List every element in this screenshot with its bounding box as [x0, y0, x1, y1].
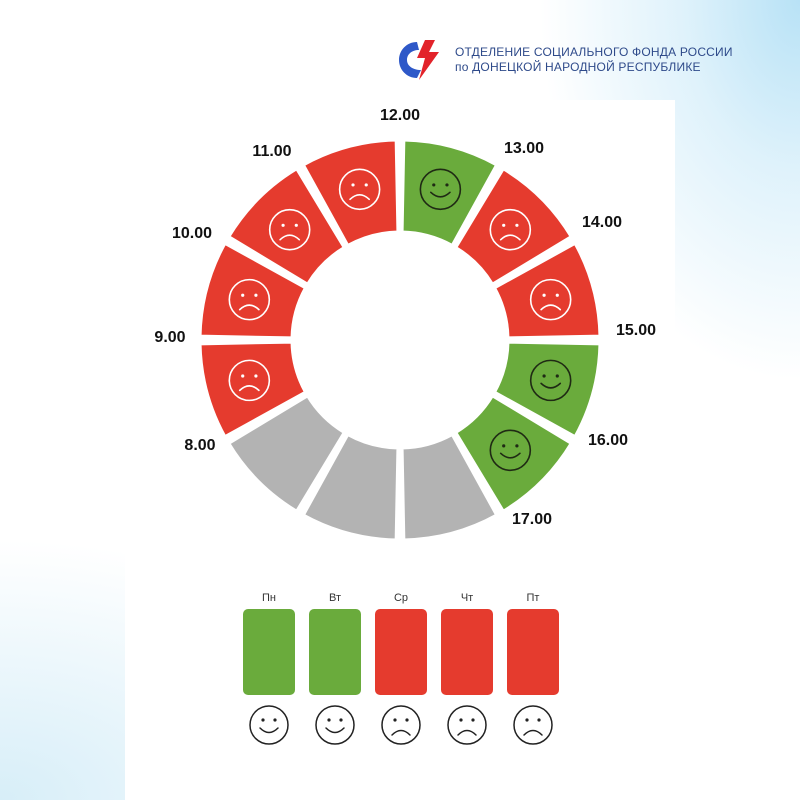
hour-labels: 8.00 9.00 10.00 11.00 12.00 13.00 14.00 15.00 16…	[154, 107, 656, 528]
hour-segment-15-00	[493, 241, 602, 340]
day-column: Пт	[507, 592, 559, 745]
hour-segment-8-00	[227, 394, 346, 513]
hour-label: 14.00	[582, 214, 622, 231]
hour-label: 16.00	[588, 432, 628, 449]
sad-face-icon	[447, 705, 487, 745]
day-label: Ср	[394, 592, 408, 604]
hour-label: 15.00	[616, 322, 656, 339]
hour-segment-12-00	[301, 138, 400, 247]
hour-segment-10-00	[198, 241, 307, 340]
sad-face-icon	[228, 278, 271, 321]
hour-label: 17.00	[512, 511, 552, 528]
sfr-logo-icon	[399, 40, 439, 80]
hour-segment-19-00	[301, 433, 400, 542]
sad-face-icon	[489, 208, 532, 251]
hour-label: 9.00	[154, 329, 185, 346]
happy-face-icon	[529, 359, 572, 402]
hour-segment-18-00	[400, 433, 499, 542]
happy-face-icon	[249, 705, 289, 745]
sad-face-icon	[513, 705, 553, 745]
happy-face-icon	[489, 429, 532, 472]
day-load-bar	[243, 609, 295, 695]
day-column: Вт	[309, 592, 361, 745]
hour-segment-14-00	[454, 167, 573, 286]
happy-face-icon	[315, 705, 355, 745]
hour-segment-17-00	[454, 394, 573, 513]
hour-segment-16-00	[493, 340, 602, 439]
day-load-bar	[309, 609, 361, 695]
sad-face-icon	[381, 705, 421, 745]
hour-label: 12.00	[380, 107, 420, 124]
day-label: Вт	[329, 592, 341, 604]
hour-label: 8.00	[184, 437, 215, 454]
day-label: Пт	[527, 592, 540, 604]
day-column: Пн	[243, 592, 295, 745]
hour-segment-11-00	[227, 167, 346, 286]
hourly-load-ring	[198, 138, 602, 542]
sad-face-icon	[529, 278, 572, 321]
hour-label: 13.00	[504, 140, 544, 157]
sad-face-icon	[228, 359, 271, 402]
day-column: Чт	[441, 592, 493, 745]
day-label: Пн	[262, 592, 276, 604]
day-label: Чт	[461, 592, 473, 604]
day-load-bar	[375, 609, 427, 695]
hour-segment-9-00	[198, 340, 307, 439]
day-column: Ср	[375, 592, 427, 745]
day-load-bar	[507, 609, 559, 695]
sad-face-icon	[338, 168, 381, 211]
day-load-bar	[441, 609, 493, 695]
happy-face-icon	[419, 168, 462, 211]
daily-load-bars: Пн Вт Ср Чт Пт	[243, 592, 559, 745]
org-name-line2: по ДОНЕЦКОЙ НАРОДНОЙ РЕСПУБЛИКЕ	[455, 60, 701, 74]
hour-label: 10.00	[172, 225, 212, 242]
hour-label: 11.00	[252, 143, 291, 160]
org-name-line1: ОТДЕЛЕНИЕ СОЦИАЛЬНОГО ФОНДА РОССИИ	[455, 45, 733, 59]
sad-face-icon	[268, 208, 311, 251]
org-header: ОТДЕЛЕНИЕ СОЦИАЛЬНОГО ФОНДА РОССИИ по ДО…	[395, 38, 795, 82]
